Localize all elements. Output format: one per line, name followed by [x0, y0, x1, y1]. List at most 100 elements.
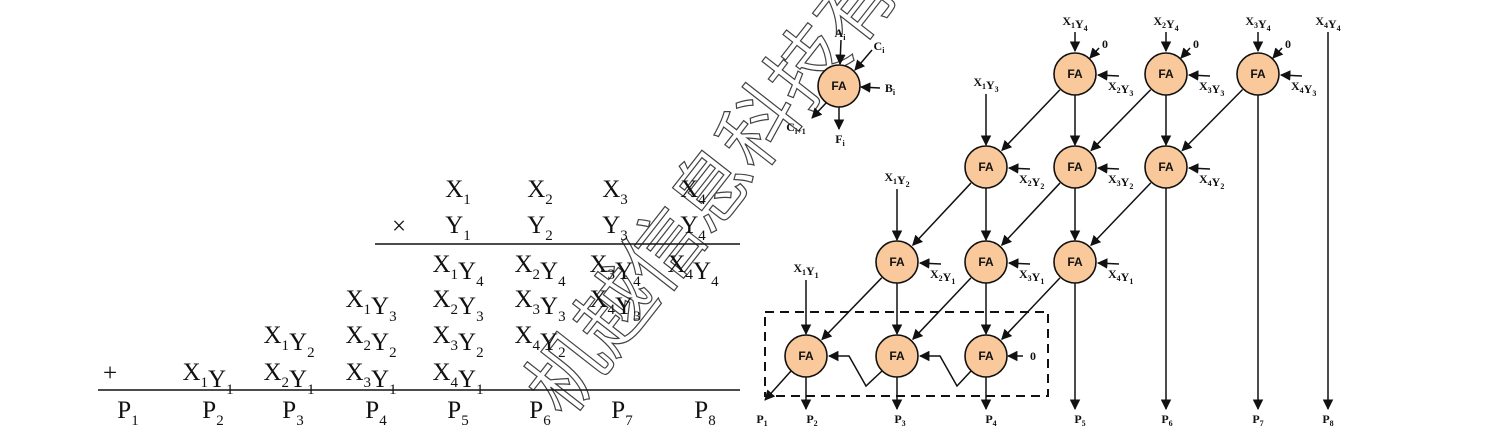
fa-label-r1c2: FA [1158, 160, 1174, 174]
carry-arrow-r0c1 [1090, 89, 1152, 152]
ripple-carry-1 [827, 350, 883, 388]
top-input-x3y4: X3Y4 [1245, 14, 1270, 33]
left-input-x1y1: X1Y1 [793, 261, 818, 280]
partial-product-x4y1: X4Y1 [432, 359, 483, 398]
last-row-zero-label: 0 [1030, 349, 1036, 363]
zero-arrow-3 [1272, 47, 1284, 59]
b-input-x3y1: X3Y1 [1019, 267, 1044, 286]
b-input-arrow-r2c2 [1096, 258, 1120, 269]
partial-product-x3y2: X3Y2 [432, 322, 483, 361]
fa-cell-r1c1 [1053, 145, 1097, 189]
plus-sign: + [103, 360, 117, 387]
b-input-arrow-r0c2 [1279, 70, 1303, 81]
product-p4: P4 [365, 397, 387, 429]
times-sign: × [392, 213, 406, 240]
legend-fa-circle [817, 64, 861, 108]
left-input-x1y3: X1Y3 [973, 75, 998, 94]
b-input-x2y1: X2Y1 [930, 267, 955, 286]
partial-product-x3y3: X3Y3 [514, 286, 565, 325]
zero-label-3: 0 [1285, 37, 1291, 51]
array-output-p8: P8 [1322, 412, 1333, 428]
partial-product-x1y1: X1Y1 [182, 359, 233, 398]
carry-arrow-r2c0 [821, 277, 883, 341]
b-input-arrow-r1c0 [1007, 163, 1031, 174]
fa-adder-array: X1Y4 X2Y4 X3Y4 X4Y4 0 0 0 X2Y3 X3Y3 X4Y3 X2Y2 X3Y2 X… [756, 14, 1340, 428]
carry-arrow-r1c0 [912, 182, 972, 246]
b-input-x4y1: X4Y1 [1108, 267, 1133, 286]
b-input-x4y3: X4Y3 [1291, 79, 1316, 98]
product-p3: P3 [282, 397, 303, 429]
b-input-x3y2: X3Y2 [1108, 172, 1133, 191]
array-output-p3: P3 [894, 412, 905, 428]
first-row-highlight-box [764, 311, 1049, 397]
zero-label-1: 0 [1102, 37, 1108, 51]
partial-product-x3y1: X3Y1 [345, 359, 396, 398]
fa-label-r0c0: FA [1067, 67, 1083, 81]
legend-b-arrow [859, 82, 881, 93]
fa-label-r2c2: FA [1067, 255, 1083, 269]
carry-arrow-r1c2 [1090, 182, 1152, 247]
multiplier-2: Y2 [527, 212, 553, 244]
partial-product-x4y2: X4Y2 [514, 322, 565, 361]
multiplicand-1: X1 [445, 176, 471, 208]
product-p1: P1 [117, 397, 138, 429]
partial-product-x1y2: X1Y2 [263, 322, 314, 361]
fa-cell-r0c0 [1053, 52, 1097, 96]
carry-arrow-r2c1 [912, 277, 972, 341]
fa-label-r0c2: FA [1250, 67, 1266, 81]
partial-product-x2y3: X2Y3 [432, 286, 483, 325]
fa-cell-r2c0 [875, 240, 919, 284]
legend-f-label: Fi [835, 132, 845, 148]
b-input-arrow-r0c1 [1187, 70, 1211, 81]
product-p6: P6 [529, 397, 551, 429]
zero-arrow-1 [1089, 47, 1101, 59]
fa-label-r1c0: FA [978, 160, 994, 174]
partial-product-x1y3: X1Y3 [345, 286, 396, 325]
multiplicand-4: X4 [680, 176, 706, 208]
ripple-carry-2 [918, 350, 972, 388]
multiplicand-3: X3 [602, 176, 628, 208]
fa-cell-r0c1 [1144, 52, 1188, 96]
legend-b-label: Bi [885, 81, 896, 97]
carry-arrow-r2c2 [1001, 277, 1061, 341]
b-input-arrow-r2c1 [1007, 258, 1031, 269]
legend-carry-label: Ci+1 [786, 120, 805, 136]
array-output-p1: P1 [756, 412, 767, 428]
carry-arrow-r1c1 [1001, 182, 1061, 246]
multiplicand-2: X2 [527, 176, 553, 208]
legend-carry-arrow [811, 102, 827, 119]
partial-product-x1y4: X1Y4 [432, 251, 484, 290]
fa-label-r2c1: FA [978, 255, 994, 269]
fa-cell-r2c1 [964, 240, 1008, 284]
partial-product-x4y4: X4Y4 [667, 251, 719, 290]
zero-arrow-2 [1180, 47, 1192, 59]
multiplication-layout: X1 X2 X3 X4Y1 Y2 Y3 Y4×+X1Y4X2Y4X3Y4X4Y4X1Y3X2… [103, 176, 719, 429]
partial-product-x2y1: X2Y1 [263, 359, 314, 398]
partial-product-x3y4: X3Y4 [589, 251, 641, 290]
top-input-x2y4: X2Y4 [1153, 14, 1178, 33]
left-input-x1y2: X1Y2 [884, 170, 909, 189]
array-output-p7: P7 [1252, 412, 1263, 428]
product-p2: P2 [202, 397, 223, 429]
multiplier-1: Y1 [445, 212, 471, 244]
product-p7: P7 [611, 397, 633, 429]
array-output-p6: P6 [1161, 412, 1172, 428]
b-input-x2y2: X2Y2 [1019, 172, 1044, 191]
b-input-x3y3: X3Y3 [1199, 79, 1224, 98]
legend-c-arrow [854, 49, 873, 71]
fa-label-r0c1: FA [1158, 67, 1174, 81]
multiplier-3: Y3 [602, 212, 628, 244]
product-p5: P5 [447, 397, 468, 429]
partial-product-x4y3: X4Y3 [589, 286, 640, 325]
b-input-arrow-r1c1 [1096, 163, 1120, 174]
carry-arrow-r0c2 [1181, 89, 1244, 152]
fa-label-r3c0: FA [798, 349, 814, 363]
top-input-x1y4: X1Y4 [1062, 14, 1087, 33]
array-output-p4: P4 [985, 412, 996, 428]
b-input-arrow-r2c0 [918, 258, 942, 269]
fa-label-r1c1: FA [1067, 160, 1083, 174]
fa-label-r3c1: FA [889, 349, 905, 363]
fa-label-r3c2: FA [978, 349, 994, 363]
b-input-x4y2: X4Y2 [1199, 172, 1224, 191]
